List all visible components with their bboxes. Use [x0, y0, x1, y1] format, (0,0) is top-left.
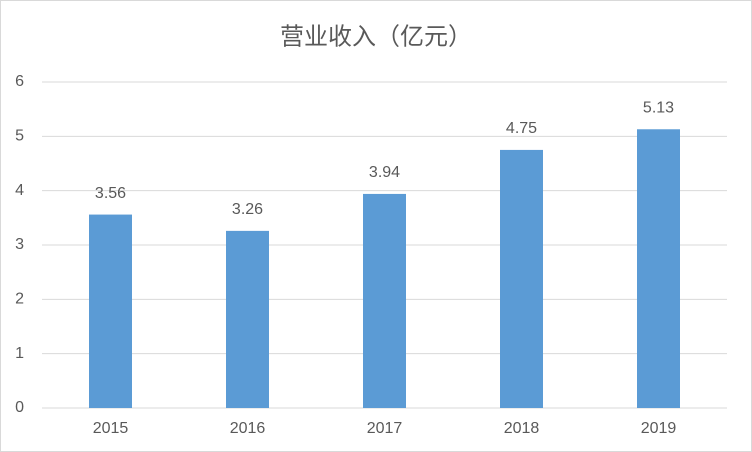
- x-tick-label: 2015: [93, 420, 129, 437]
- bar: [637, 129, 680, 408]
- x-tick-label: 2017: [367, 420, 403, 437]
- x-tick-label: 2016: [230, 420, 266, 437]
- chart-title: 营业收入（亿元）: [280, 23, 472, 50]
- data-label: 3.94: [369, 164, 400, 181]
- bar: [89, 214, 132, 408]
- y-tick-label: 4: [15, 182, 24, 199]
- data-label: 4.75: [506, 120, 537, 137]
- y-tick-label: 1: [15, 345, 24, 362]
- y-tick-label: 5: [15, 128, 24, 145]
- y-tick-label: 6: [15, 73, 24, 90]
- x-tick-label: 2019: [641, 420, 677, 437]
- x-tick-label: 2018: [504, 420, 540, 437]
- y-tick-label: 0: [15, 399, 24, 416]
- data-label: 3.26: [232, 201, 263, 218]
- bar: [500, 149, 543, 408]
- bar: [226, 230, 269, 408]
- bar: [363, 193, 406, 408]
- y-tick-label: 3: [15, 236, 24, 253]
- y-tick-label: 2: [15, 291, 24, 308]
- data-label: 5.13: [643, 99, 674, 116]
- data-label: 3.56: [95, 185, 126, 202]
